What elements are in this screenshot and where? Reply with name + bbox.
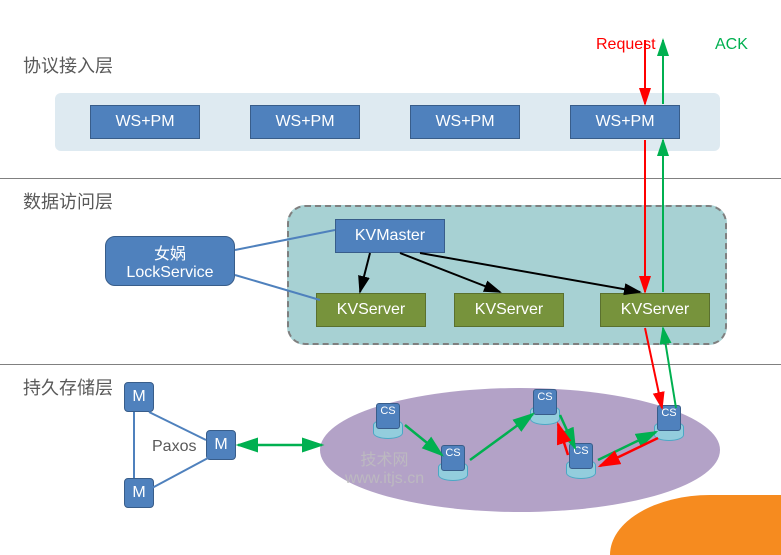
cs-node: CS: [373, 403, 403, 439]
cs-node: CS: [530, 389, 560, 425]
request-label: Request: [596, 36, 656, 54]
paxos-m-node: M: [124, 478, 154, 508]
kv-master-box: KVMaster: [335, 219, 445, 253]
lock-service-box: 女娲 LockService: [105, 236, 235, 286]
ack-label: ACK: [715, 36, 748, 54]
ws-box: WS+PM: [570, 105, 680, 139]
cs-label: CS: [376, 403, 400, 429]
cs-label: CS: [533, 389, 557, 415]
cs-node: CS: [654, 405, 684, 441]
paxos-label: Paxos: [152, 438, 196, 456]
separator: [0, 364, 781, 365]
m-label: M: [214, 436, 227, 454]
cs-label: CS: [441, 445, 465, 471]
layer-title-protocol: 协议接入层: [23, 52, 113, 78]
ws-label: WS+PM: [275, 113, 334, 131]
m-label: M: [132, 388, 145, 406]
m-label: M: [132, 484, 145, 502]
ws-box: WS+PM: [410, 105, 520, 139]
cs-label: CS: [657, 405, 681, 431]
kv-server-box: KVServer: [316, 293, 426, 327]
layer-title-storage: 持久存储层: [23, 374, 113, 400]
cs-node: CS: [438, 445, 468, 481]
kv-server-label: KVServer: [475, 301, 543, 319]
ws-box: WS+PM: [90, 105, 200, 139]
lock-l2: LockService: [126, 264, 213, 282]
ws-label: WS+PM: [435, 113, 494, 131]
paxos-m-node: M: [206, 430, 236, 460]
kv-server-box: KVServer: [600, 293, 710, 327]
cs-label: CS: [569, 443, 593, 469]
ws-label: WS+PM: [595, 113, 654, 131]
kv-server-box: KVServer: [454, 293, 564, 327]
kv-server-label: KVServer: [337, 301, 405, 319]
lock-l1: 女娲: [154, 240, 186, 264]
separator: [0, 178, 781, 179]
kv-server-label: KVServer: [621, 301, 689, 319]
paxos-m-node: M: [124, 382, 154, 412]
ws-label: WS+PM: [115, 113, 174, 131]
layer-title-data: 数据访问层: [23, 188, 113, 214]
orange-shape: [610, 495, 781, 555]
kv-master-label: KVMaster: [355, 227, 425, 245]
cs-node: CS: [566, 443, 596, 479]
ws-box: WS+PM: [250, 105, 360, 139]
